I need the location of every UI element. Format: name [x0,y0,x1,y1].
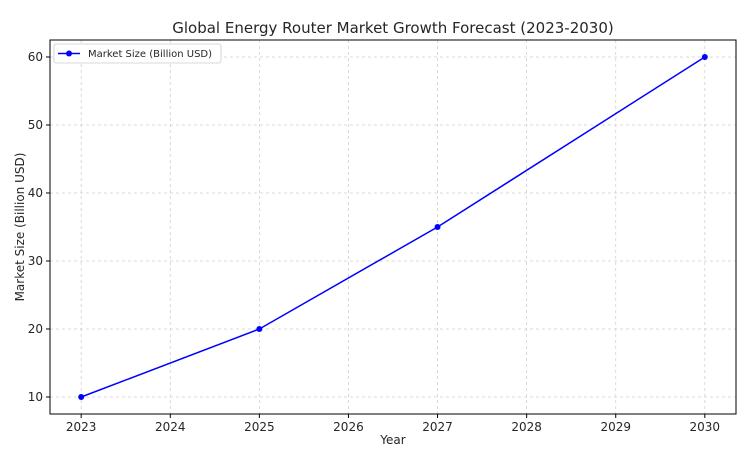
data-point [78,394,85,400]
y-tick-label: 50 [28,118,43,132]
x-axis: 2023 2024 2025 2026 2027 2028 2029 2030 [66,414,720,434]
legend-entry: Market Size (Billion USD) [88,49,212,60]
x-tick-label: 2026 [333,420,364,434]
y-tick-label: 20 [28,322,43,336]
y-tick-label: 60 [28,50,43,64]
legend-marker [66,50,72,57]
y-axis-label: Market Size (Billion USD) [13,153,27,302]
x-tick-label: 2023 [66,420,97,434]
series-layer [78,54,708,400]
y-tick-label: 30 [28,254,43,268]
grid [50,40,736,414]
y-tick-label: 10 [28,390,43,404]
chart-title: Global Energy Router Market Growth Forec… [172,19,613,37]
data-point [701,54,708,60]
series-line [80,56,706,398]
y-tick-label: 40 [28,186,43,200]
x-tick-label: 2030 [690,420,721,434]
x-tick-label: 2025 [244,420,275,434]
data-point [256,326,263,332]
x-axis-label: Year [379,433,405,447]
x-tick-label: 2029 [600,420,631,434]
x-tick-label: 2024 [155,420,186,434]
plot-frame [49,39,737,415]
x-tick-label: 2028 [511,420,542,434]
legend-box [53,43,222,64]
legend: Market Size (Billion USD) [53,43,222,64]
y-axis: 10 20 30 40 50 60 [28,50,50,404]
x-tick-label: 2027 [422,420,453,434]
data-point [434,224,441,230]
